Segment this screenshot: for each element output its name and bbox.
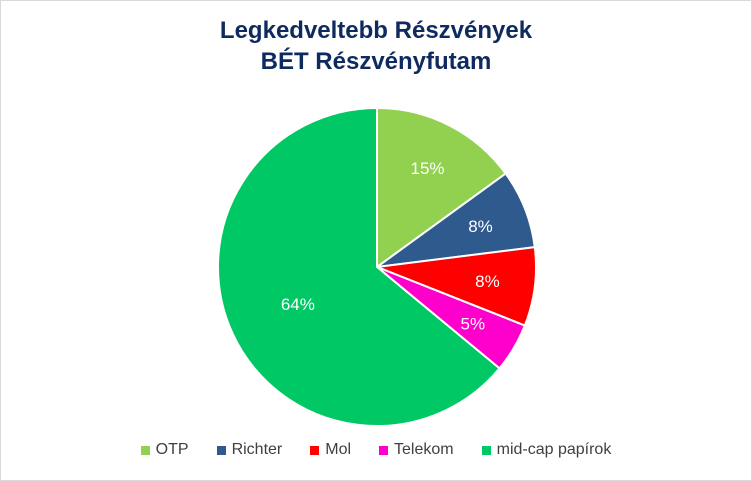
pie-slice-otp [376, 107, 507, 268]
chart-title: Legkedveltebb Részvények BÉT Részvényfut… [1, 15, 751, 77]
legend-item-otp: OTP [140, 441, 189, 459]
legend-label: OTP [155, 441, 189, 458]
legend: OTP Richter Mol Telekom mid-cap papírok [1, 441, 751, 459]
legend-item-mid-cap-pap-rok: mid-cap papírok [481, 441, 612, 459]
chart-title-line-1: Legkedveltebb Részvények [219, 17, 533, 44]
pie-slice-mid-cap-pap-rok [217, 107, 501, 427]
legend-swatch [481, 445, 491, 455]
legend-item-richter: Richter [216, 441, 283, 459]
legend-label: Richter [231, 441, 283, 458]
legend-label: Mol [325, 441, 352, 458]
data-label-telekom: 5% [461, 315, 486, 334]
data-label-otp: 15% [411, 159, 445, 178]
legend-swatch [379, 445, 389, 455]
data-label-mol: 8% [475, 272, 500, 291]
legend-swatch [216, 445, 226, 455]
legend-swatch [140, 445, 150, 455]
legend-swatch [310, 445, 320, 455]
legend-item-telekom: Telekom [379, 441, 454, 459]
legend-label: mid-cap papírok [496, 441, 612, 458]
legend-item-mol: Mol [310, 441, 351, 459]
data-label-mid-cap-pap-rok: 64% [281, 295, 315, 314]
chart-title-line-2: BÉT Részvényfutam [260, 48, 492, 75]
data-label-richter: 8% [468, 217, 493, 236]
legend-label: Telekom [394, 441, 454, 458]
